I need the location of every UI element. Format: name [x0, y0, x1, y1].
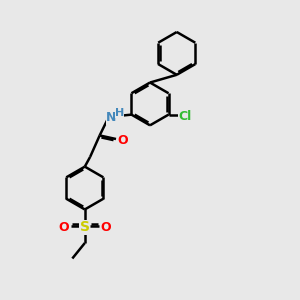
Text: S: S: [80, 220, 90, 234]
Text: O: O: [117, 134, 128, 147]
Text: O: O: [100, 221, 111, 234]
Text: H: H: [115, 108, 124, 118]
Text: O: O: [59, 221, 69, 234]
Text: N: N: [106, 111, 117, 124]
Text: Cl: Cl: [178, 110, 192, 123]
